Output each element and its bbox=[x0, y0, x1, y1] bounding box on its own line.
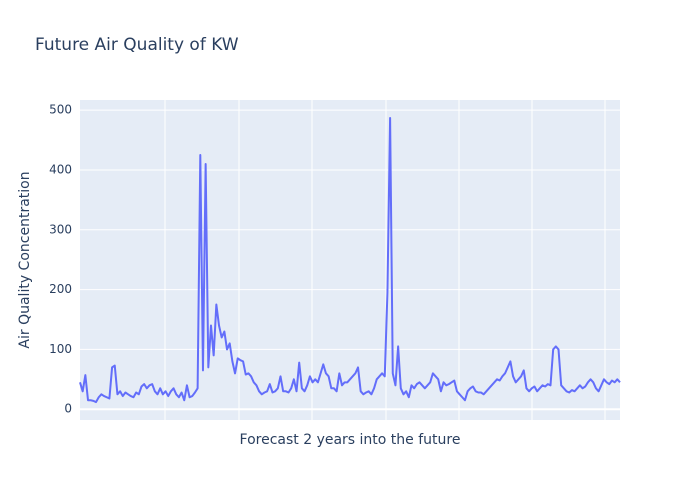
x-axis-label: Forecast 2 years into the future bbox=[240, 432, 461, 448]
plot-area bbox=[80, 100, 620, 420]
y-tick-label: 300 bbox=[49, 222, 72, 236]
y-tick-label: 500 bbox=[49, 103, 72, 117]
y-axis-label: Air Quality Concentration bbox=[17, 171, 33, 348]
y-tick-label: 400 bbox=[49, 162, 72, 176]
line bbox=[79, 116, 621, 404]
y-tick-label: 200 bbox=[49, 282, 72, 296]
chart-title: Future Air Quality of KW bbox=[35, 35, 239, 55]
y-tick-label: 100 bbox=[49, 342, 72, 356]
y-tick-label: 0 bbox=[64, 402, 72, 416]
x-grid bbox=[164, 100, 606, 420]
